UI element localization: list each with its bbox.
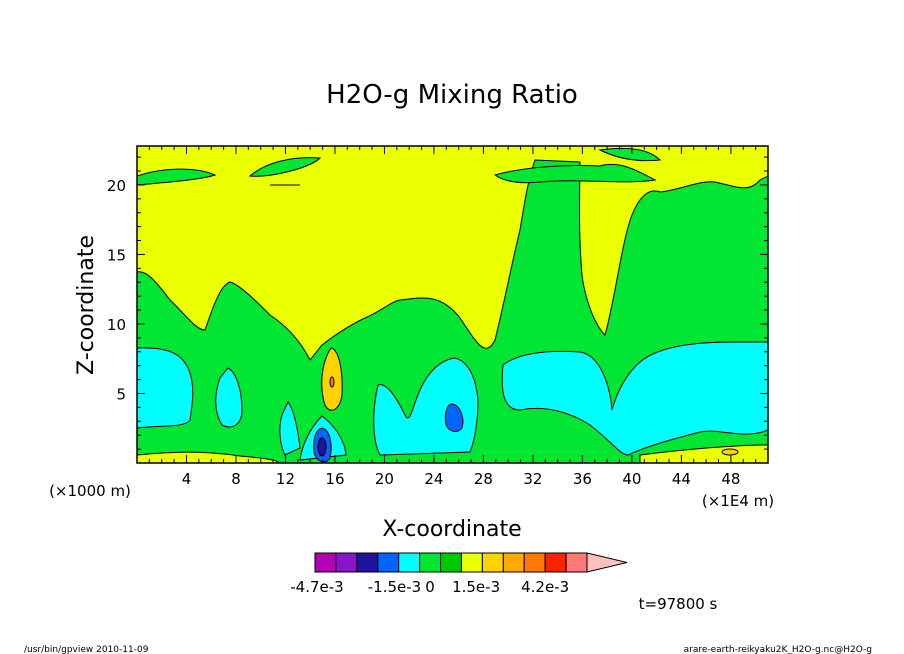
colorbar-segment xyxy=(356,552,379,573)
colorbar-segment xyxy=(523,552,546,573)
colorbar-segment xyxy=(502,552,525,573)
x-tick-label: 24 xyxy=(424,470,443,488)
colorbar-label: 4.2e-3 xyxy=(521,578,569,596)
x-tick-label: 4 xyxy=(182,470,192,488)
colorbar-label: 0 xyxy=(425,578,435,596)
colorbar-segment xyxy=(544,552,567,573)
colorbar-label: -1.5e-3 xyxy=(368,578,421,596)
colorbar-label: 1.5e-3 xyxy=(452,578,500,596)
y-tick-label: 15 xyxy=(107,246,126,264)
colorbar-labels: -4.7e-3 -1.5e-3 0 1.5e-3 4.2e-3 xyxy=(290,578,569,596)
x-tick-label: 40 xyxy=(622,470,641,488)
region-green-top-2 xyxy=(248,157,322,177)
region-orange-2 xyxy=(329,376,335,388)
colorbar-segment xyxy=(565,552,588,573)
x-tick-label: 12 xyxy=(276,470,295,488)
chart-title: H2O-g Mixing Ratio xyxy=(326,80,578,110)
footer-right: arare-earth-reikyaku2K_H2O-g.nc@H2O-g xyxy=(684,645,872,654)
axis-ticks xyxy=(137,146,768,463)
region-cyan-1 xyxy=(137,347,194,429)
region-green-top-4 xyxy=(598,147,662,162)
region-green-top-3 xyxy=(493,164,657,184)
y-axis-label: Z-coordinate xyxy=(74,235,99,375)
region-green-top-1 xyxy=(137,168,217,186)
x-tick-label: 48 xyxy=(721,470,740,488)
region-yellow-bottom xyxy=(137,451,281,463)
colorbar-segment xyxy=(419,552,442,573)
region-blue-2 xyxy=(444,403,464,432)
colorbar-label: -4.7e-3 xyxy=(290,578,343,596)
contour-plot xyxy=(136,145,769,464)
region-navy-1 xyxy=(317,437,327,457)
x-unit-right: (×1E4 m) xyxy=(702,492,774,510)
footer-left: /usr/bin/gpview 2010-11-09 xyxy=(24,645,149,654)
colorbar xyxy=(314,552,628,573)
x-tick-label: 16 xyxy=(325,470,344,488)
y-tick-label: 10 xyxy=(107,316,126,334)
x-axis-label: X-coordinate xyxy=(382,517,521,542)
x-unit-left: (×1000 m) xyxy=(49,482,131,500)
colorbar-segment xyxy=(377,552,400,573)
y-tick-label: 5 xyxy=(116,385,126,403)
colorbar-segment xyxy=(398,552,421,573)
x-tick-label: 8 xyxy=(231,470,241,488)
time-label: t=97800 s xyxy=(639,595,718,613)
colorbar-segment xyxy=(314,552,337,573)
x-tick-label: 32 xyxy=(523,470,542,488)
colorbar-segment xyxy=(335,552,358,573)
x-tick-label: 44 xyxy=(672,470,691,488)
plot-frame xyxy=(136,145,769,464)
region-green-main xyxy=(137,159,768,463)
colorbar-segment xyxy=(440,552,462,573)
y-tick-label: 20 xyxy=(107,177,126,195)
region-cyan-6 xyxy=(501,341,768,456)
x-tick-label: 28 xyxy=(474,470,493,488)
x-tick-label: 36 xyxy=(573,470,592,488)
region-orange-3 xyxy=(721,448,739,456)
x-tick-labels: 4 8 12 16 20 24 28 32 36 40 44 48 xyxy=(182,470,741,488)
y-tick-labels: 5 10 15 20 xyxy=(107,177,126,404)
x-tick-label: 20 xyxy=(375,470,394,488)
colorbar-segment xyxy=(460,552,483,573)
colorbar-arrow xyxy=(586,552,628,573)
colorbar-segment xyxy=(481,552,504,573)
region-cyan-2 xyxy=(215,367,243,428)
